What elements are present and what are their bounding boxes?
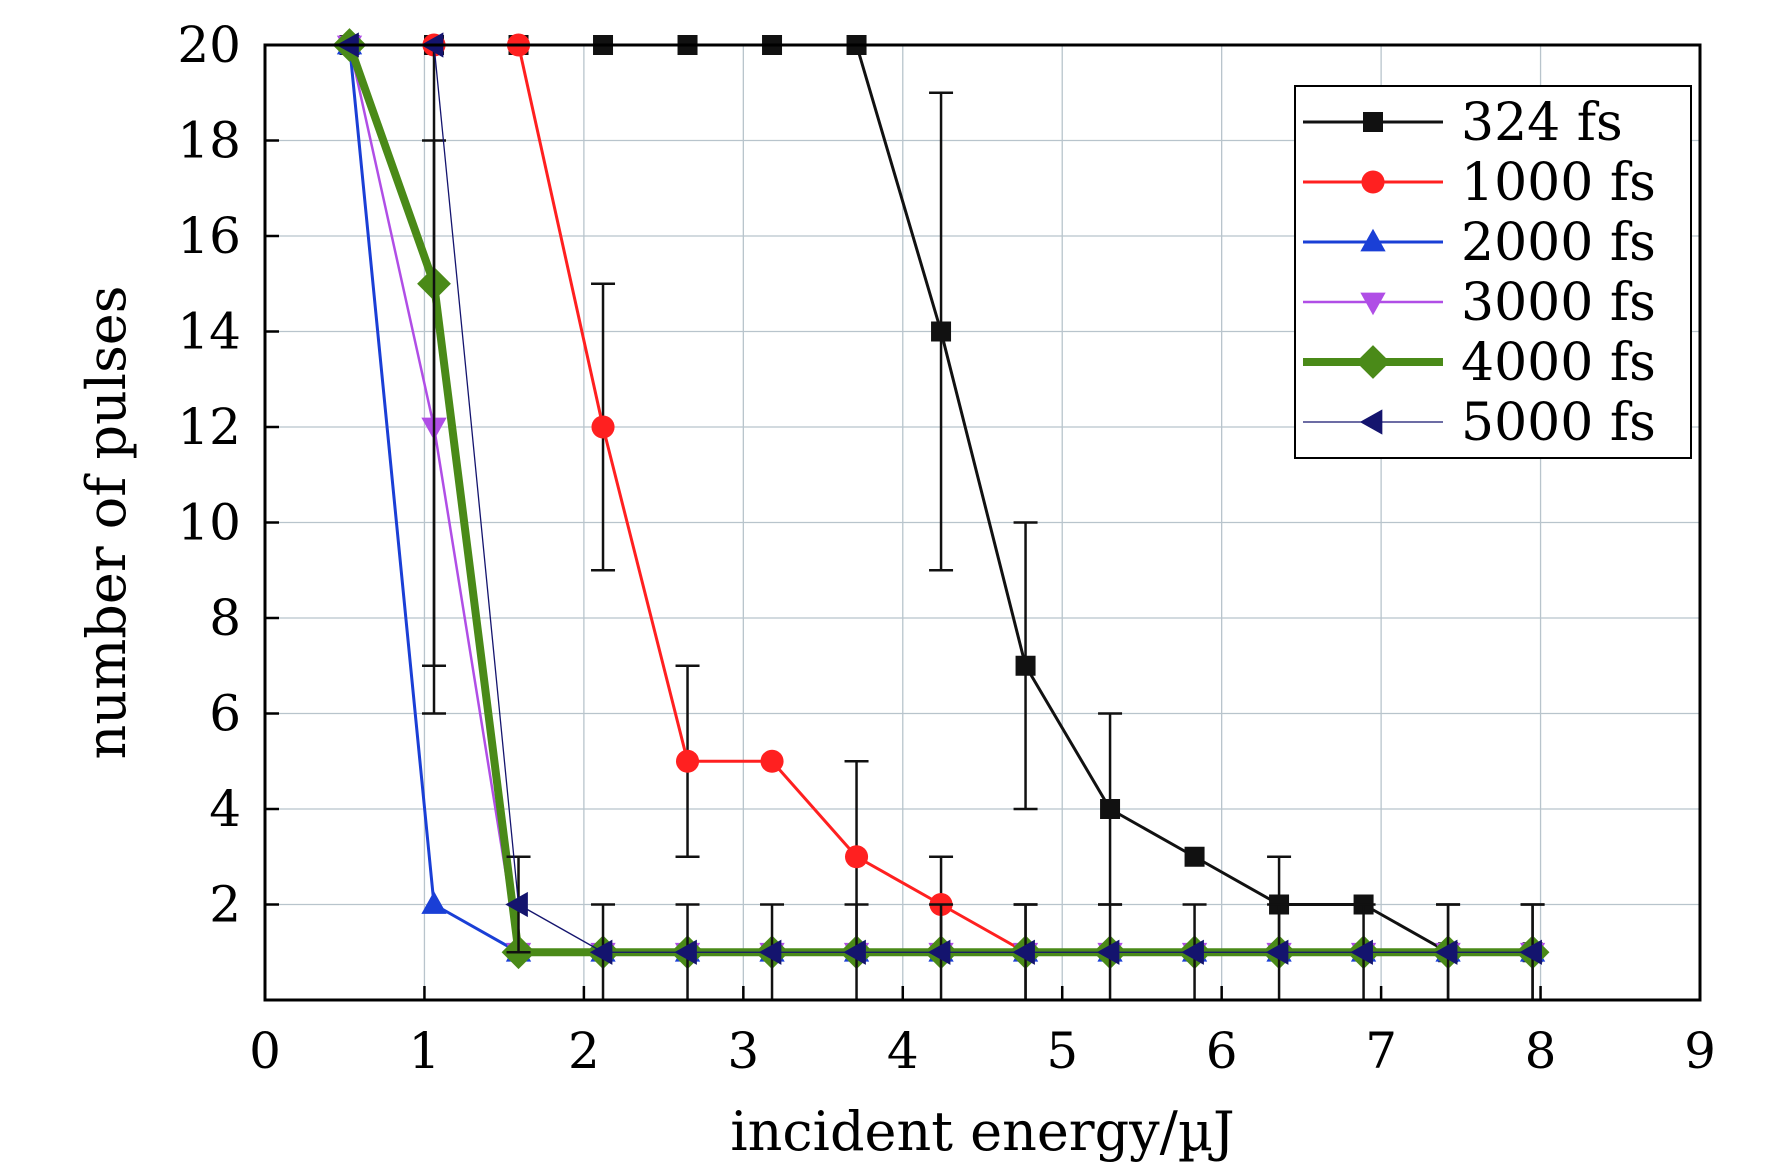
x-tick-label: 4	[887, 1022, 919, 1080]
x-tick-label: 8	[1525, 1022, 1557, 1080]
data-point	[674, 939, 697, 965]
y-tick-label: 14	[177, 303, 241, 361]
series-layer	[332, 28, 1550, 1002]
data-point	[591, 415, 615, 439]
data-point	[675, 749, 700, 773]
legend-item: 324 fs	[1303, 93, 1623, 153]
data-point	[1100, 799, 1121, 819]
data-point	[1360, 292, 1386, 316]
data-point	[844, 845, 869, 869]
data-point	[1096, 939, 1120, 965]
x-tick-label: 3	[727, 1022, 759, 1080]
x-tick-label: 9	[1684, 1022, 1716, 1080]
data-point	[1356, 345, 1390, 379]
data-point	[1350, 939, 1373, 965]
y-tick-label: 2	[209, 876, 241, 934]
series-5000-fs	[336, 32, 1545, 1002]
x-tick-label: 0	[249, 1022, 281, 1080]
legend-label: 4000 fs	[1461, 333, 1656, 393]
x-tick-label: 5	[1046, 1022, 1078, 1080]
legend-label: 5000 fs	[1461, 393, 1656, 453]
data-point	[589, 939, 613, 965]
x-tick-label: 7	[1365, 1022, 1397, 1080]
legend-box	[1294, 85, 1692, 459]
data-point	[1434, 939, 1458, 965]
data-point	[843, 939, 866, 965]
x-tick-label: 1	[409, 1022, 441, 1080]
legend-label: 1000 fs	[1461, 153, 1656, 213]
y-tick-label: 6	[209, 685, 241, 743]
y-tick-label: 18	[177, 112, 241, 170]
data-point	[1015, 655, 1036, 676]
legend-label: 2000 fs	[1461, 213, 1656, 273]
y-tick-label: 20	[177, 16, 241, 74]
legend-item: 5000 fs	[1303, 393, 1656, 453]
data-point	[1265, 939, 1289, 965]
data-point	[1361, 170, 1385, 194]
x-axis-title: incident energy/µJ	[730, 1100, 1234, 1163]
y-axis-title: number of pulses	[75, 286, 138, 760]
legend-label: 3000 fs	[1461, 273, 1656, 333]
y-tick-label: 10	[177, 494, 241, 552]
y-tick-label: 12	[177, 398, 241, 456]
data-point	[1519, 939, 1542, 965]
data-point	[1012, 939, 1035, 965]
series-markers	[336, 32, 1542, 965]
data-point	[1363, 112, 1383, 132]
legend-item: 3000 fs	[1303, 273, 1656, 333]
legend-item: 2000 fs	[1303, 213, 1656, 273]
data-point	[421, 891, 447, 914]
data-point	[1184, 846, 1205, 867]
data-point	[927, 939, 951, 965]
data-point	[1360, 228, 1386, 252]
data-point	[758, 939, 782, 965]
y-tick-label: 16	[177, 207, 241, 265]
legend-item: 4000 fs	[1303, 333, 1656, 393]
data-point	[1181, 939, 1204, 965]
legend-item: 1000 fs	[1303, 153, 1656, 213]
data-point	[1359, 409, 1383, 435]
data-point	[931, 321, 952, 342]
x-tick-label: 6	[1206, 1022, 1238, 1080]
legend-label: 324 fs	[1461, 93, 1623, 153]
y-tick-label: 8	[209, 589, 241, 647]
data-point	[760, 749, 784, 773]
x-tick-label: 2	[568, 1022, 600, 1080]
y-tick-label: 4	[209, 780, 241, 838]
data-point	[505, 891, 528, 918]
